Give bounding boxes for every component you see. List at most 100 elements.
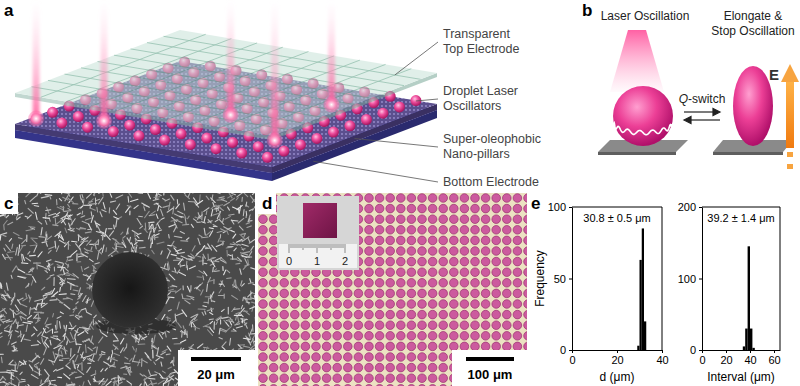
texture-stroke (158, 194, 161, 195)
texture-stroke (29, 226, 35, 228)
array-droplet (428, 215, 437, 224)
texture-stroke (133, 346, 135, 350)
texture-stroke (125, 357, 128, 359)
texture-stroke (21, 379, 25, 381)
texture-stroke (167, 251, 170, 258)
array-droplet (481, 300, 490, 309)
texture-stroke (191, 344, 194, 347)
texture-stroke (73, 203, 78, 204)
layer-label: Top Electrode (443, 42, 519, 56)
texture-stroke (108, 251, 114, 256)
texture-stroke (94, 376, 95, 381)
texture-stroke (34, 246, 37, 253)
texture-stroke (65, 268, 68, 271)
texture-stroke (178, 211, 183, 214)
texture-stroke (87, 194, 92, 198)
texture-stroke (83, 199, 85, 205)
texture-stroke (68, 215, 72, 218)
texture-stroke (0, 324, 1, 330)
texture-stroke (8, 341, 9, 345)
texture-stroke (24, 200, 26, 203)
array-droplet (354, 310, 363, 319)
texture-stroke (76, 343, 81, 345)
texture-stroke (64, 374, 70, 379)
texture-stroke (249, 220, 253, 222)
texture-stroke (78, 310, 81, 314)
array-droplet (471, 279, 480, 288)
texture-stroke (116, 219, 117, 227)
texture-stroke (188, 193, 191, 197)
array-droplet (460, 257, 469, 266)
texture-stroke (149, 227, 154, 229)
texture-stroke (191, 224, 193, 227)
texture-stroke (148, 193, 151, 199)
array-droplet (407, 247, 416, 256)
laser-beam (328, 0, 335, 105)
texture-stroke (57, 207, 63, 210)
leader-line (416, 99, 438, 101)
texture-stroke (240, 269, 241, 274)
array-droplet (312, 321, 321, 330)
texture-stroke (135, 239, 136, 247)
texture-stroke (57, 234, 62, 239)
texture-stroke (36, 263, 37, 269)
array-droplet (428, 321, 437, 330)
droplet (176, 128, 187, 139)
texture-stroke (91, 353, 96, 355)
array-droplet (269, 321, 278, 330)
texture-stroke (80, 227, 85, 228)
texture-stroke (53, 215, 58, 217)
texture-stroke (16, 377, 21, 382)
texture-stroke (127, 238, 131, 244)
texture-stroke (16, 311, 23, 314)
array-droplet (524, 204, 527, 213)
array-droplet (322, 321, 331, 330)
texture-stroke (65, 383, 67, 386)
texture-stroke (15, 365, 16, 371)
texture-stroke (87, 359, 91, 362)
texture-stroke (231, 193, 235, 195)
texture-stroke (241, 281, 242, 286)
grid-line (98, 62, 355, 105)
droplet (227, 137, 238, 148)
texture-stroke (169, 274, 175, 280)
texture-stroke (212, 245, 217, 251)
array-droplet (481, 236, 490, 245)
array-droplet (259, 310, 268, 319)
micrograph-bg (258, 193, 527, 386)
texture-stroke (252, 193, 255, 195)
texture-stroke (151, 338, 152, 341)
arrow-head (713, 109, 720, 116)
texture-stroke (241, 305, 242, 308)
array-droplet (291, 300, 300, 309)
texture-stroke (236, 326, 242, 328)
texture-stroke (202, 222, 206, 223)
texture-stroke (113, 248, 118, 253)
array-droplet (397, 204, 406, 213)
texture-stroke (23, 255, 25, 261)
laser-glow (324, 97, 340, 113)
texture-stroke (53, 292, 58, 296)
texture-stroke (25, 293, 27, 297)
array-droplet (481, 194, 490, 203)
array-droplet (513, 321, 522, 330)
texture-stroke (253, 334, 255, 339)
panel-label: c (4, 194, 13, 213)
texture-stroke (170, 375, 174, 378)
array-droplet (269, 226, 278, 235)
texture-stroke (59, 345, 62, 350)
texture-stroke (21, 245, 25, 247)
texture-stroke (242, 244, 248, 246)
array-droplet (407, 300, 416, 309)
array-droplet (439, 204, 448, 213)
texture-stroke (81, 254, 87, 257)
texture-stroke (38, 341, 41, 344)
array-droplet (481, 289, 490, 298)
texture-stroke (83, 382, 84, 386)
texture-stroke (0, 315, 2, 317)
grid-line (169, 56, 334, 119)
texture-stroke (243, 265, 247, 270)
texture-stroke (37, 193, 38, 196)
texture-stroke (34, 308, 37, 310)
texture-stroke (30, 308, 37, 310)
